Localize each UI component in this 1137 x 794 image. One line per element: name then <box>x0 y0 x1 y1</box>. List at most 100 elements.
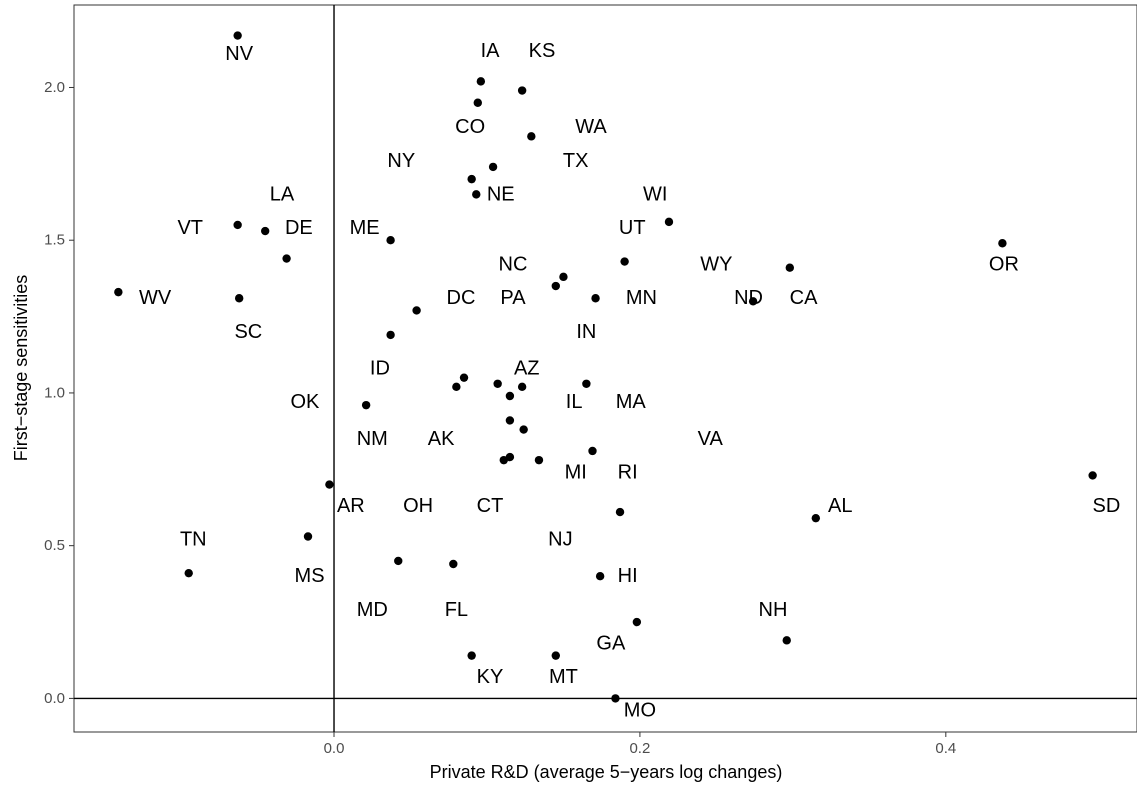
state-label: ME <box>350 217 380 239</box>
data-point <box>386 330 395 340</box>
data-point <box>591 294 600 303</box>
data-point <box>476 77 486 86</box>
state-label: LA <box>270 183 295 205</box>
data-point <box>394 556 403 566</box>
data-point <box>1088 471 1097 480</box>
state-label: OH <box>403 495 433 517</box>
x-axis: 0.0 0.2 0.4 <box>324 732 956 757</box>
y-axis: 0.0 0.5 1.0 1.5 2.0 <box>44 79 74 707</box>
data-point <box>517 86 527 95</box>
y-tick-label: 2.0 <box>44 79 65 96</box>
y-tick-label: 0.0 <box>44 690 65 707</box>
state-label: NV <box>225 43 253 65</box>
data-point <box>998 239 1007 248</box>
state-label: WV <box>139 287 172 309</box>
data-point <box>459 373 469 382</box>
data-point <box>632 617 642 627</box>
data-point <box>559 272 568 282</box>
state-label: ID <box>370 358 390 380</box>
data-point <box>282 254 291 263</box>
state-label: TX <box>563 150 589 172</box>
state-label: WY <box>700 254 732 276</box>
state-label: AZ <box>514 358 540 380</box>
data-point <box>449 559 458 569</box>
data-point <box>452 382 461 392</box>
state-label: NH <box>759 599 788 621</box>
state-label: NE <box>487 183 515 205</box>
state-label: NC <box>499 254 528 276</box>
state-label: PA <box>500 287 526 309</box>
state-label: AR <box>337 495 365 517</box>
data-point <box>499 455 508 465</box>
state-label: ND <box>734 287 763 309</box>
state-label: KS <box>529 40 556 62</box>
state-label: IN <box>576 321 596 343</box>
state-label: MI <box>565 461 587 483</box>
y-tick-label: 1.5 <box>44 232 65 249</box>
state-label: MD <box>357 599 388 621</box>
state-labels: NV IA KS CO WA NY TX NE LA WI VT DE ME UT NC WY OR WV DC PA… <box>139 40 1120 722</box>
state-label: VA <box>698 428 724 450</box>
state-label: DE <box>285 217 313 239</box>
data-point <box>114 287 123 297</box>
state-label: OK <box>291 391 321 413</box>
data-point <box>467 174 476 184</box>
data-point <box>184 568 193 578</box>
data-point <box>260 226 270 236</box>
state-label: CA <box>790 287 818 309</box>
data-point <box>748 297 758 306</box>
state-label: MT <box>549 666 578 688</box>
data-point <box>488 162 498 172</box>
state-label: GA <box>596 632 626 654</box>
state-label: SC <box>234 321 262 343</box>
data-point <box>551 651 560 660</box>
state-label: MA <box>616 391 647 413</box>
data-point <box>620 257 629 266</box>
data-point <box>233 220 242 230</box>
data-point <box>582 379 591 388</box>
state-label: AK <box>428 428 455 450</box>
state-label: FL <box>445 599 468 621</box>
state-label: OR <box>989 254 1019 276</box>
reference-lines <box>74 5 1137 732</box>
state-label: TN <box>180 529 207 551</box>
data-point <box>467 651 476 660</box>
y-tick-label: 1.0 <box>44 384 65 401</box>
data-point <box>233 31 242 40</box>
x-tick-label: 0.4 <box>935 740 956 757</box>
data-point <box>517 382 527 392</box>
x-tick-label: 0.2 <box>629 740 650 757</box>
data-point <box>473 98 482 107</box>
data-point <box>588 446 597 456</box>
data-point <box>611 694 620 703</box>
plot-panel <box>73 4 1137 733</box>
x-axis-title: Private R&D (average 5−years log changes… <box>430 762 783 782</box>
state-label: AL <box>828 495 852 517</box>
state-label: MO <box>624 700 656 722</box>
data-point <box>505 416 515 425</box>
data-point <box>664 217 674 227</box>
state-label: WI <box>643 183 667 205</box>
data-points <box>114 31 1097 703</box>
state-label: IL <box>566 391 583 413</box>
y-tick-label: 0.5 <box>44 537 65 554</box>
data-point <box>325 480 334 489</box>
state-label: HI <box>618 565 638 587</box>
state-label: KY <box>477 666 504 688</box>
state-label: UT <box>619 217 646 239</box>
data-point <box>303 532 313 541</box>
data-point <box>234 294 244 303</box>
y-axis-title: First−stage sensitivities <box>11 275 31 462</box>
data-point <box>472 190 481 199</box>
state-label: NJ <box>548 529 572 551</box>
state-label: VT <box>177 217 203 239</box>
data-point <box>811 513 821 523</box>
state-label: MS <box>295 565 325 587</box>
state-label: NY <box>387 150 415 172</box>
state-label: MN <box>626 287 657 309</box>
data-point <box>551 281 560 291</box>
x-tick-label: 0.0 <box>324 740 345 757</box>
data-point <box>361 400 371 410</box>
state-label: SD <box>1093 495 1121 517</box>
data-point <box>519 425 528 434</box>
